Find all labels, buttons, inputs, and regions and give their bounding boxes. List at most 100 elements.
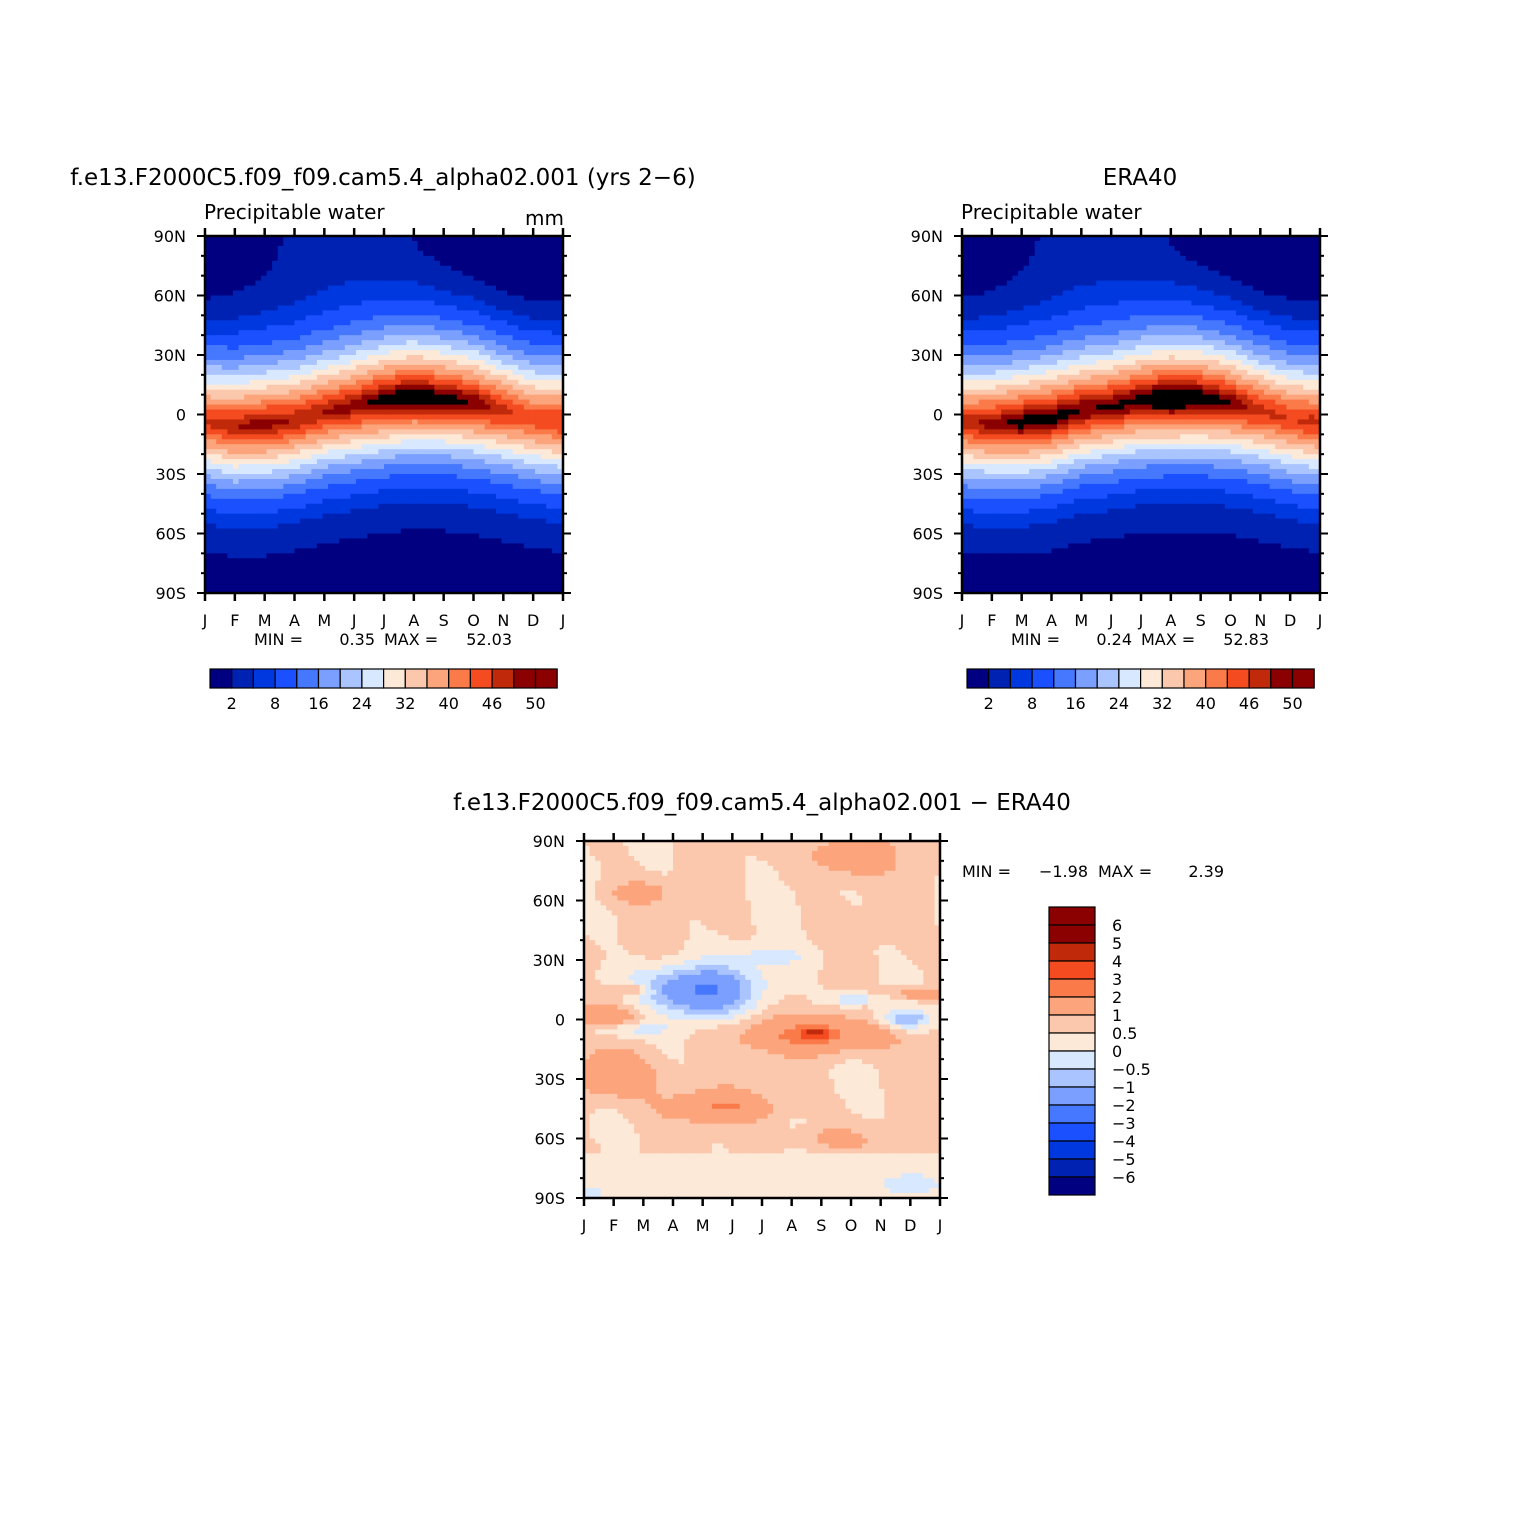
heatmap-cell bbox=[294, 573, 301, 579]
heatmap-cell bbox=[322, 419, 329, 426]
heatmap-cell bbox=[238, 454, 245, 460]
heatmap-cell bbox=[249, 310, 256, 316]
heatmap-cell bbox=[361, 488, 368, 495]
heatmap-cell bbox=[221, 350, 228, 356]
heatmap-cell bbox=[361, 493, 368, 500]
heatmap-cell bbox=[546, 474, 553, 480]
heatmap-cell bbox=[434, 503, 441, 510]
heatmap-cell bbox=[238, 275, 245, 282]
heatmap-cell bbox=[512, 464, 519, 470]
heatmap-cell bbox=[244, 335, 251, 341]
heatmap-cell bbox=[283, 240, 290, 247]
heatmap-cell bbox=[512, 315, 519, 321]
heatmap-cell bbox=[205, 568, 212, 574]
heatmap-cell bbox=[266, 588, 273, 594]
heatmap-cell bbox=[523, 483, 531, 490]
heatmap-cell bbox=[328, 240, 335, 247]
heatmap-cell bbox=[495, 573, 503, 579]
heatmap-cell bbox=[260, 513, 268, 520]
heatmap-cell bbox=[484, 419, 491, 426]
heatmap-cell bbox=[305, 310, 312, 316]
heatmap-cell bbox=[423, 379, 430, 386]
heatmap-cell bbox=[400, 379, 407, 386]
heatmap-cell bbox=[232, 236, 240, 242]
heatmap-cell bbox=[406, 573, 413, 579]
heatmap-cell bbox=[344, 434, 352, 440]
heatmap-cell bbox=[260, 265, 268, 272]
heatmap-cell bbox=[467, 236, 475, 242]
heatmap-cell bbox=[540, 359, 547, 366]
heatmap-cell bbox=[428, 488, 435, 495]
heatmap-cell bbox=[535, 424, 542, 430]
heatmap-cell bbox=[439, 558, 447, 564]
heatmap-cell bbox=[288, 265, 296, 272]
heatmap-cell bbox=[389, 359, 396, 366]
heatmap-cell bbox=[495, 300, 503, 307]
heatmap-cell bbox=[507, 454, 514, 460]
heatmap-cell bbox=[216, 503, 223, 510]
heatmap-cell bbox=[451, 558, 458, 564]
heatmap-cell bbox=[372, 310, 379, 316]
heatmap-cell bbox=[1152, 250, 1159, 257]
heatmap-cell bbox=[210, 310, 217, 316]
heatmap-cell bbox=[255, 345, 262, 351]
heatmap-cell bbox=[546, 449, 553, 455]
heatmap-cell bbox=[339, 340, 346, 346]
heatmap-cell bbox=[378, 280, 385, 287]
heatmap-cell bbox=[434, 498, 441, 505]
heatmap-cell bbox=[1040, 240, 1047, 247]
heatmap-cell bbox=[540, 399, 547, 406]
heatmap-cell bbox=[322, 394, 329, 401]
heatmap-cell bbox=[283, 394, 290, 401]
heatmap-cell bbox=[272, 364, 279, 371]
heatmap-cell bbox=[439, 483, 447, 490]
heatmap-cell bbox=[1040, 250, 1047, 257]
heatmap-cell bbox=[400, 543, 407, 549]
heatmap-cell bbox=[322, 320, 329, 326]
heatmap-cell bbox=[244, 265, 251, 272]
heatmap-cell bbox=[288, 523, 296, 530]
heatmap-cell bbox=[479, 359, 486, 366]
heatmap-cell bbox=[501, 474, 508, 480]
heatmap-cell bbox=[328, 553, 335, 559]
heatmap-cell bbox=[272, 369, 279, 376]
heatmap-cell bbox=[507, 474, 514, 480]
heatmap-cell bbox=[456, 578, 463, 584]
heatmap-cell bbox=[1168, 236, 1176, 242]
heatmap-cell bbox=[411, 513, 419, 520]
heatmap-cell bbox=[417, 588, 424, 594]
heatmap-cell bbox=[205, 280, 212, 287]
heatmap-cell bbox=[456, 325, 463, 331]
heatmap-cell bbox=[417, 245, 424, 252]
heatmap-cell bbox=[540, 350, 547, 356]
heatmap-cell bbox=[232, 280, 240, 287]
heatmap-cell bbox=[462, 340, 469, 346]
heatmap-cell bbox=[411, 340, 419, 346]
heatmap-cell bbox=[305, 528, 312, 535]
heatmap-cell bbox=[406, 483, 413, 490]
heatmap-cell bbox=[232, 379, 240, 386]
heatmap-cell bbox=[356, 359, 363, 366]
heatmap-cell bbox=[378, 538, 385, 545]
heatmap-cell bbox=[344, 315, 352, 321]
heatmap-cell bbox=[328, 429, 335, 435]
heatmap-cell bbox=[546, 538, 553, 545]
heatmap-cell bbox=[456, 245, 463, 252]
heatmap-cell bbox=[445, 449, 452, 455]
heatmap-cell bbox=[462, 236, 469, 242]
heatmap-cell bbox=[249, 503, 256, 510]
heatmap-cell bbox=[535, 508, 542, 515]
heatmap-cell bbox=[205, 498, 212, 505]
heatmap-cell bbox=[462, 478, 469, 485]
heatmap-cell bbox=[244, 394, 251, 401]
heatmap-cell bbox=[1168, 245, 1176, 252]
heatmap-cell bbox=[1101, 250, 1109, 257]
heatmap-cell bbox=[490, 464, 497, 470]
heatmap-cell bbox=[356, 236, 363, 242]
heatmap-cell bbox=[344, 419, 352, 426]
heatmap-cell bbox=[395, 469, 402, 475]
heatmap-cell bbox=[328, 255, 335, 262]
heatmap-cell bbox=[1118, 240, 1125, 247]
heatmap-cell bbox=[546, 394, 553, 401]
heatmap-cell bbox=[300, 449, 307, 455]
